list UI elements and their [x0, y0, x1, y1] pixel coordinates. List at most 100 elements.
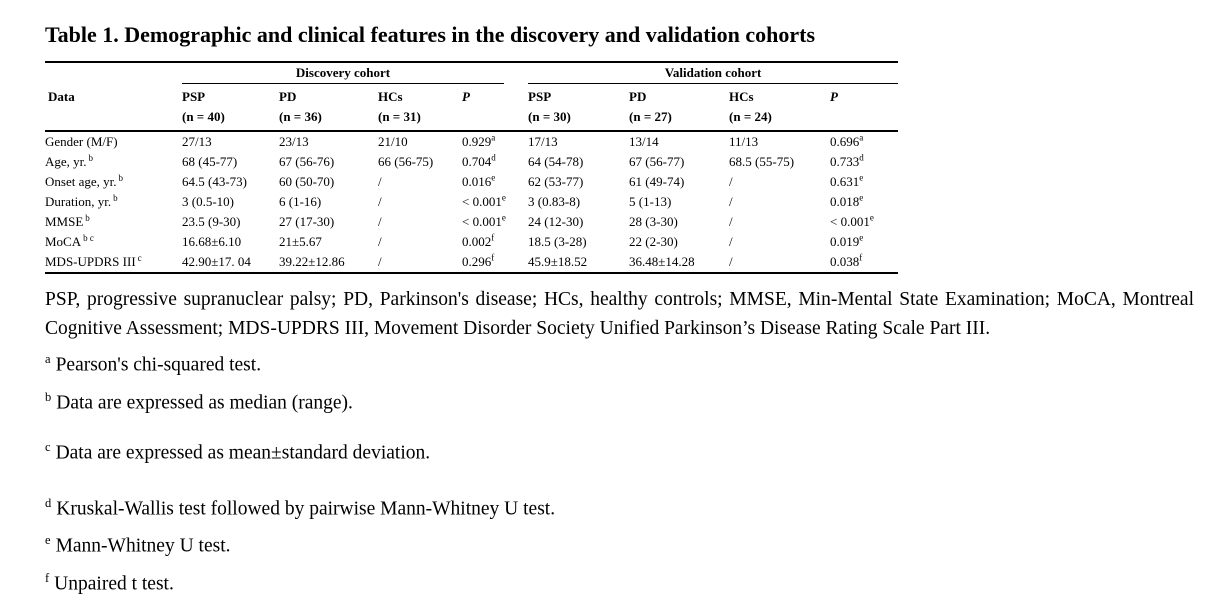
cell: 3 (0.5-10)	[182, 192, 279, 212]
cell: 13/14	[629, 131, 729, 152]
cell: /	[378, 172, 462, 192]
cell: /	[378, 212, 462, 232]
row-label: Duration, yr.b	[45, 192, 182, 212]
footnote-a: a Pearson's chi-squared test.	[45, 344, 1194, 381]
footnote-text: Data are expressed as mean±standard devi…	[56, 443, 431, 464]
cell: /	[378, 252, 462, 273]
row-label-superscript: b	[118, 173, 123, 183]
cell: /	[378, 232, 462, 252]
cell: 24 (12-30)	[528, 212, 629, 232]
cell-p-value: < 0.001e	[462, 212, 528, 232]
cell: 64 (54-78)	[528, 152, 629, 172]
cell: 3 (0.83-8)	[528, 192, 629, 212]
demographics-table: Discovery cohort Validation cohort Data …	[45, 61, 898, 274]
footnote-marker: f	[45, 571, 49, 585]
cell: /	[729, 172, 830, 192]
table-title: Table 1. Demographic and clinical featur…	[45, 22, 1194, 48]
column-header-row: Data PSP(n = 40) PD(n = 36) HCs(n = 31) …	[45, 84, 898, 131]
cell: 16.68±6.10	[182, 232, 279, 252]
cell: 18.5 (3-28)	[528, 232, 629, 252]
row-label-superscript: b	[113, 193, 118, 203]
cell: /	[729, 212, 830, 232]
cell: 36.48±14.28	[629, 252, 729, 273]
footnote-f: f Unpaired t test.	[45, 563, 1194, 599]
cell-p-value: 0.631e	[830, 172, 898, 192]
footnote-e: e Mann-Whitney U test.	[45, 525, 1194, 562]
col-header-psp-discovery: PSP(n = 40)	[182, 84, 279, 131]
cell: 6 (1-16)	[279, 192, 378, 212]
cell: 11/13	[729, 131, 830, 152]
corner-cell	[45, 62, 182, 84]
cell-p-value: < 0.001e	[830, 212, 898, 232]
footnote-text: Mann-Whitney U test.	[56, 536, 231, 557]
footnote-b: b Data are expressed as median (range).	[45, 382, 1194, 419]
cell: 67 (56-76)	[279, 152, 378, 172]
table-row-onset-age: Onset age, yr.b 64.5 (43-73) 60 (50-70) …	[45, 172, 898, 192]
cell: 68 (45-77)	[182, 152, 279, 172]
discovery-cohort-header: Discovery cohort	[182, 62, 528, 84]
footnote-text: Kruskal-Wallis test followed by pairwise…	[56, 498, 555, 519]
cell: 28 (3-30)	[629, 212, 729, 232]
cell-p-value: 0.704d	[462, 152, 528, 172]
col-header-p-discovery: P	[462, 84, 528, 131]
validation-cohort-label: Validation cohort	[528, 63, 898, 84]
cell: 21/10	[378, 131, 462, 152]
col-header-hcs-validation: HCs(n = 24)	[729, 84, 830, 131]
row-label-superscript: b c	[83, 233, 94, 243]
cell: 39.22±12.86	[279, 252, 378, 273]
footnote-marker: e	[45, 533, 51, 547]
discovery-cohort-label: Discovery cohort	[182, 63, 504, 84]
cell: 67 (56-77)	[629, 152, 729, 172]
cell: 62 (53-77)	[528, 172, 629, 192]
cell: 64.5 (43-73)	[182, 172, 279, 192]
cell: /	[729, 252, 830, 273]
col-header-pd-discovery: PD(n = 36)	[279, 84, 378, 131]
table-row-duration: Duration, yr.b 3 (0.5-10) 6 (1-16) / < 0…	[45, 192, 898, 212]
footnote-d: d Kruskal-Wallis test followed by pairwis…	[45, 488, 1194, 525]
cell-p-value: 0.038f	[830, 252, 898, 273]
cell-p-value: 0.696a	[830, 131, 898, 152]
cell: 27/13	[182, 131, 279, 152]
cell: 23.5 (9-30)	[182, 212, 279, 232]
cell: /	[378, 192, 462, 212]
row-label-superscript: c	[138, 253, 142, 263]
col-header-p-validation: P	[830, 84, 898, 131]
cell: 66 (56-75)	[378, 152, 462, 172]
cell: 22 (2-30)	[629, 232, 729, 252]
table-row-age: Age, yr.b 68 (45-77) 67 (56-76) 66 (56-7…	[45, 152, 898, 172]
footnote-text: Data are expressed as median (range).	[56, 392, 353, 413]
footnote-text: Unpaired t test.	[54, 573, 174, 594]
cell-p-value: 0.929a	[462, 131, 528, 152]
footnote-marker: d	[45, 496, 51, 510]
cohort-group-row: Discovery cohort Validation cohort	[45, 62, 898, 84]
col-header-pd-validation: PD(n = 27)	[629, 84, 729, 131]
cell: 42.90±17. 04	[182, 252, 279, 273]
cell-p-value: 0.296f	[462, 252, 528, 273]
row-label: Age, yr.b	[45, 152, 182, 172]
cell: 5 (1-13)	[629, 192, 729, 212]
col-header-psp-validation: PSP(n = 30)	[528, 84, 629, 131]
cell: 17/13	[528, 131, 629, 152]
footnote-marker: b	[45, 390, 51, 404]
col-header-hcs-discovery: HCs(n = 31)	[378, 84, 462, 131]
cell-p-value: 0.016e	[462, 172, 528, 192]
cell-p-value: 0.018e	[830, 192, 898, 212]
validation-cohort-header: Validation cohort	[528, 62, 898, 84]
cell-p-value: < 0.001e	[462, 192, 528, 212]
cell: /	[729, 192, 830, 212]
col-header-data: Data	[45, 84, 182, 131]
row-label-superscript: b	[85, 213, 90, 223]
row-label-superscript: b	[89, 153, 94, 163]
cell: 45.9±18.52	[528, 252, 629, 273]
footnote-marker: a	[45, 352, 51, 366]
footnote-text: Pearson's chi-squared test.	[56, 355, 262, 376]
cell-p-value: 0.019e	[830, 232, 898, 252]
row-label: Onset age, yr.b	[45, 172, 182, 192]
